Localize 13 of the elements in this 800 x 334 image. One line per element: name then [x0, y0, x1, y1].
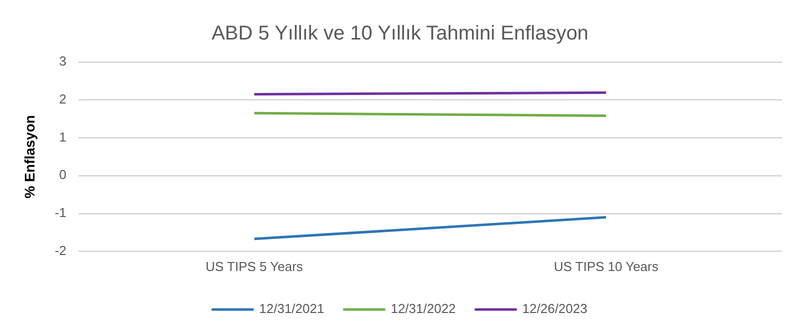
- y-tick-label: 0: [59, 167, 66, 182]
- legend-label: 12/31/2021: [259, 301, 324, 316]
- chart-title: ABD 5 Yıllık ve 10 Yıllık Tahmini Enflasyon: [212, 22, 588, 45]
- y-axis-title: % Enflasyon: [21, 115, 38, 198]
- y-tick-label: 2: [59, 91, 66, 106]
- y-tick-label: 1: [59, 129, 66, 144]
- y-tick-label: -2: [54, 242, 66, 258]
- legend-label: 12/31/2022: [390, 301, 456, 316]
- y-tick-label: -1: [54, 205, 66, 220]
- y-tick-label: 3: [59, 54, 66, 69]
- x-tick-label: US TIPS 5 Years: [206, 258, 304, 274]
- x-tick-label: US TIPS 10 Years: [554, 258, 659, 274]
- legend-label: 12/26/2023: [522, 301, 588, 316]
